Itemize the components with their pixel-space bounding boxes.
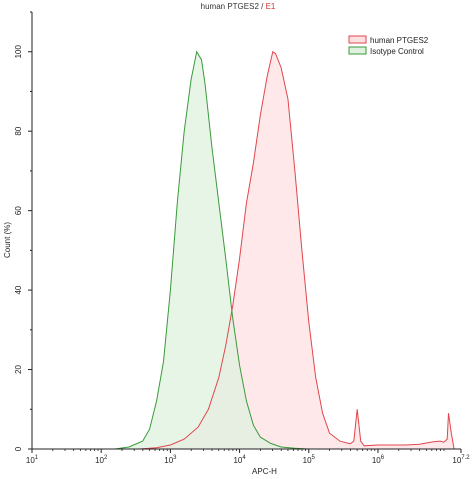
x-tick-label: 101	[26, 455, 39, 465]
legend-swatch-0	[348, 35, 367, 44]
x-tick-label: 105	[303, 455, 316, 465]
title-separator: /	[258, 2, 266, 11]
x-axis-label: APC-H	[252, 467, 277, 476]
y-tick-label: 40	[14, 285, 23, 294]
x-tick-label: 107.2	[452, 455, 470, 465]
series-line-1	[114, 50, 309, 450]
x-tick-label: 106	[372, 455, 385, 465]
x-tick-label: 102	[95, 455, 108, 465]
legend-swatch-1	[348, 46, 367, 55]
y-axis-label: Count (%)	[3, 222, 12, 258]
legend[interactable]: human PTGES2 Isotype Control	[348, 35, 429, 56]
y-tick-label: 100	[14, 45, 23, 59]
x-tick-label: 104	[233, 455, 246, 465]
chart-title: human PTGES2 / E1	[0, 2, 476, 11]
series-fills	[115, 51, 455, 449]
series-line-0	[139, 50, 455, 450]
y-tick-label: 20	[14, 365, 23, 374]
series-lines	[114, 50, 455, 450]
title-sample: human PTGES2	[200, 2, 259, 11]
series-fill-0	[139, 51, 455, 449]
title-gate: E1	[265, 2, 276, 11]
legend-label-0: human PTGES2	[370, 36, 429, 45]
series-fill-1	[115, 51, 309, 449]
y-tick-label: 60	[14, 206, 23, 215]
x-tick-label: 103	[164, 455, 177, 465]
y-tick-label: 80	[14, 126, 23, 135]
axes: 0 20 40 60 80 100 101 102 103 104 105 106 107.2 APC-H…	[3, 11, 470, 476]
y-tick-label: 0	[14, 446, 23, 451]
legend-label-1: Isotype Control	[370, 47, 424, 56]
